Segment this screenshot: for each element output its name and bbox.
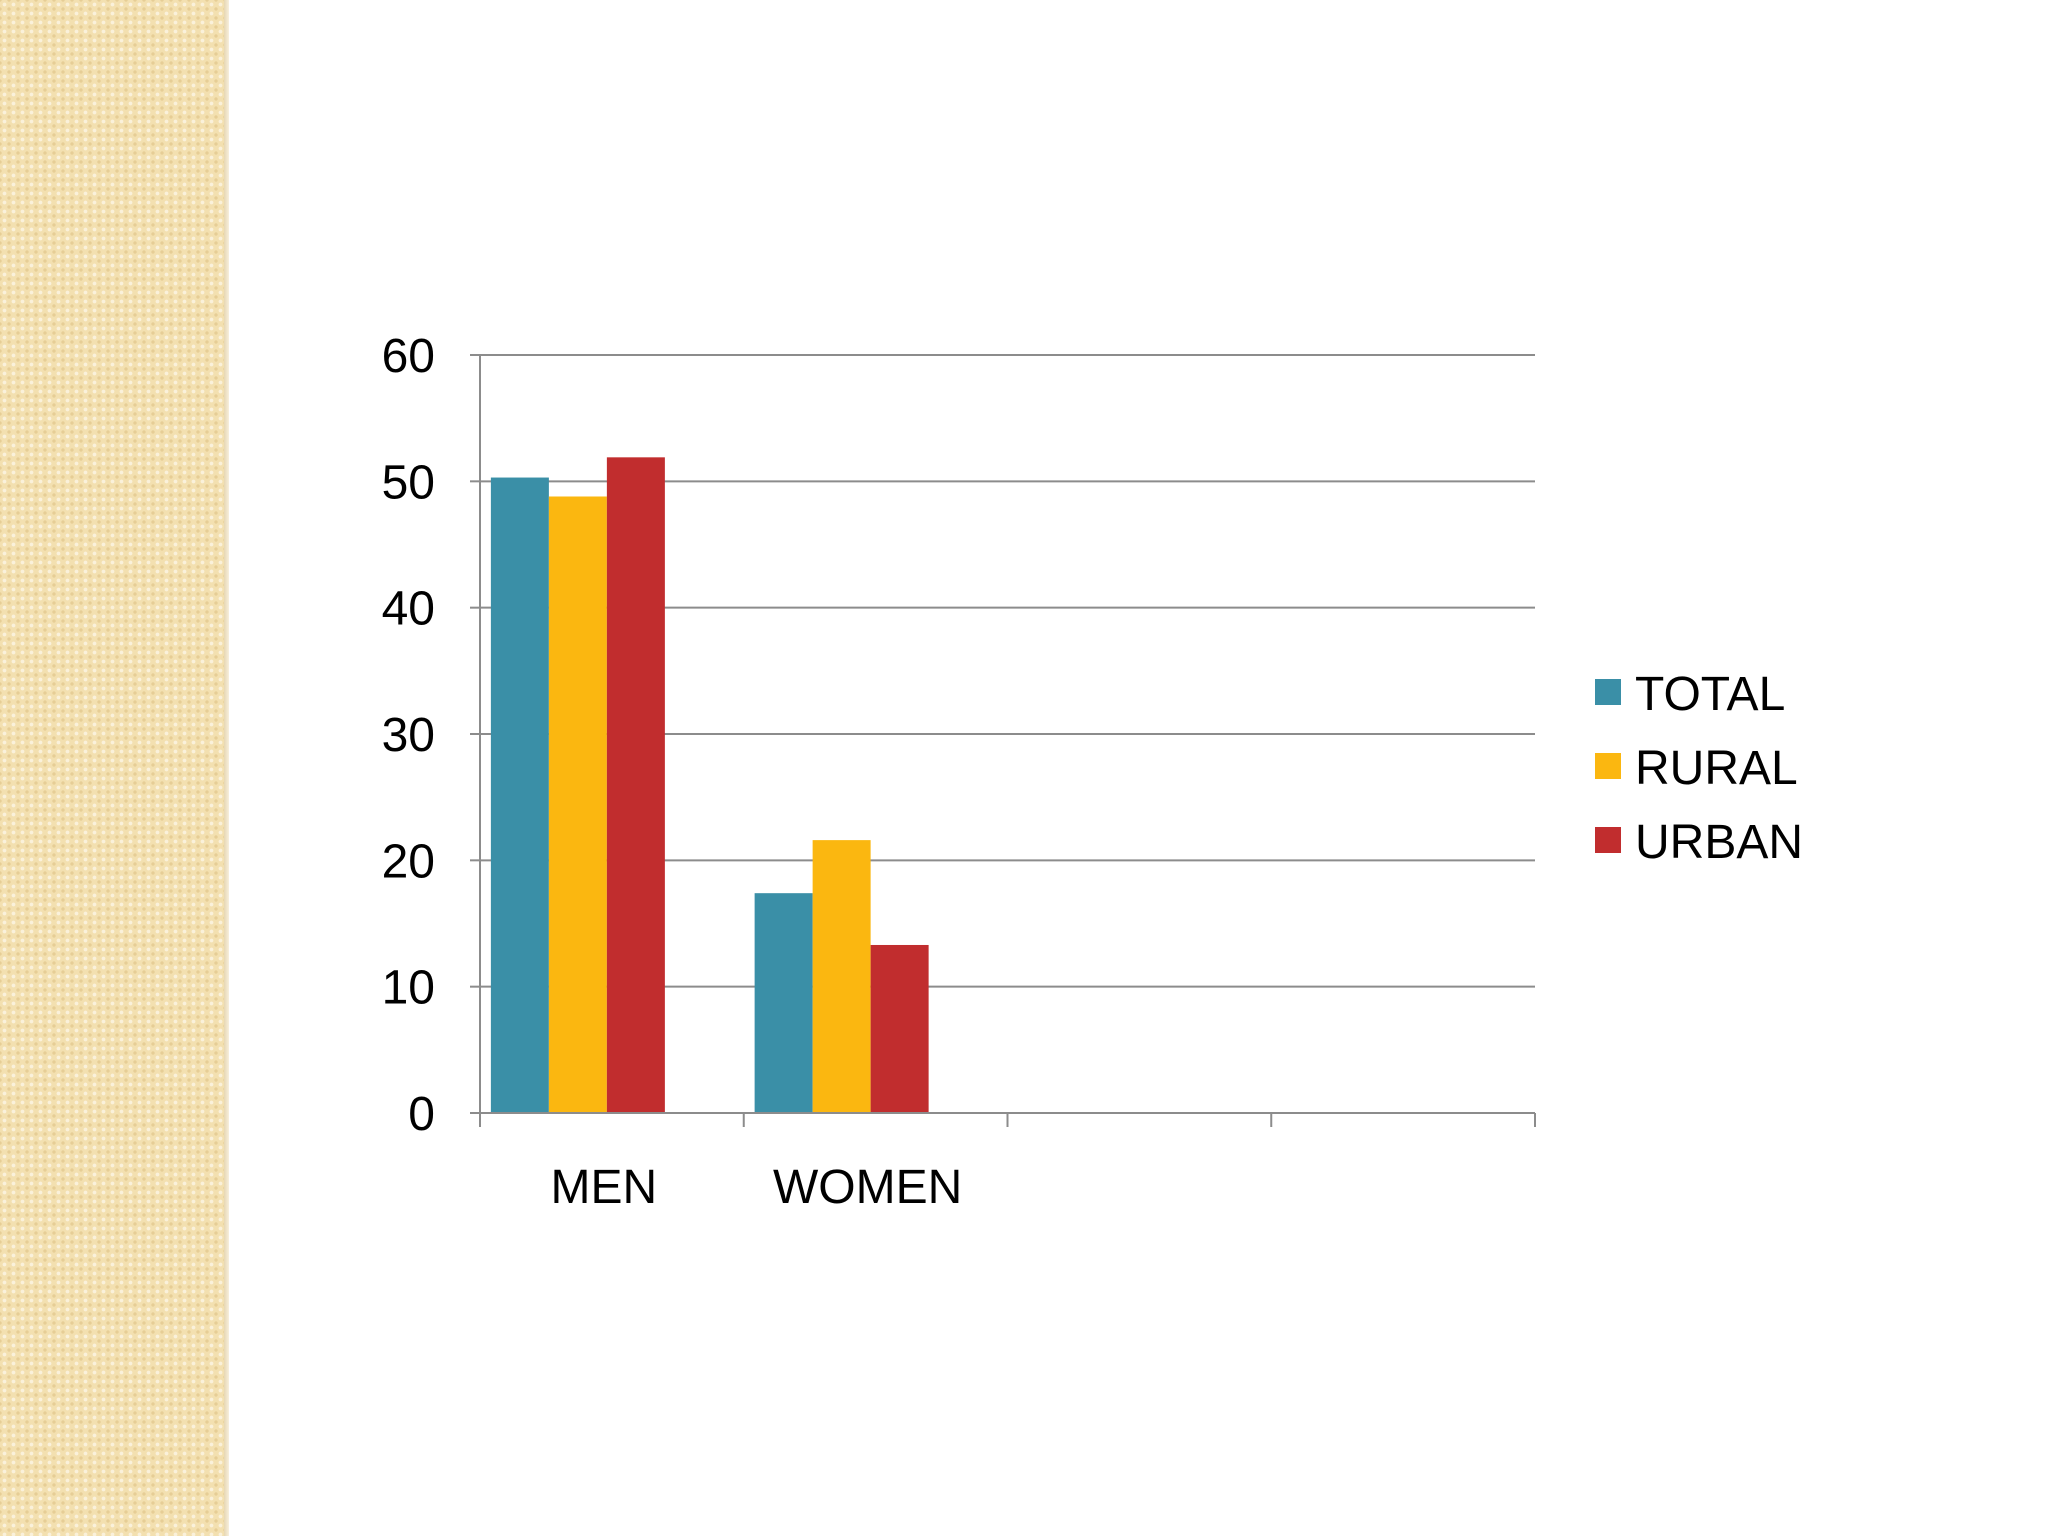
legend-swatch-urban [1595, 827, 1621, 853]
decorative-side-band [0, 0, 224, 1536]
y-tick-label: 10 [382, 962, 435, 1015]
legend-swatch-rural [1595, 753, 1621, 779]
bars [490, 457, 929, 1114]
x-category-labels: MEN WOMEN [551, 1161, 963, 1214]
legend: TOTAL RURAL URBAN [1595, 668, 1803, 869]
y-tick-label: 60 [382, 330, 435, 383]
y-tick-label: 30 [382, 709, 435, 762]
y-tick-label: 40 [382, 583, 435, 636]
axes [470, 354, 1536, 1127]
x-category-label: MEN [551, 1161, 658, 1214]
y-tick-label: 50 [382, 456, 435, 509]
bar-total-women [754, 893, 813, 1113]
legend-label-rural: RURAL [1635, 742, 1798, 795]
bar-urban-men [606, 457, 665, 1114]
bar-rural-men [548, 496, 607, 1113]
bar-total-men [490, 477, 549, 1113]
y-tick-label: 20 [382, 835, 435, 888]
y-tick-label: 0 [408, 1088, 435, 1141]
legend-label-urban: URBAN [1635, 816, 1803, 869]
legend-swatch-total [1595, 679, 1621, 705]
side-band-edge [224, 0, 229, 1536]
y-tick-labels: 0 10 20 30 40 50 60 [382, 330, 435, 1141]
legend-label-total: TOTAL [1635, 668, 1785, 721]
bar-urban-women [870, 944, 929, 1113]
x-category-label: WOMEN [773, 1161, 962, 1214]
bar-rural-women [812, 840, 871, 1113]
